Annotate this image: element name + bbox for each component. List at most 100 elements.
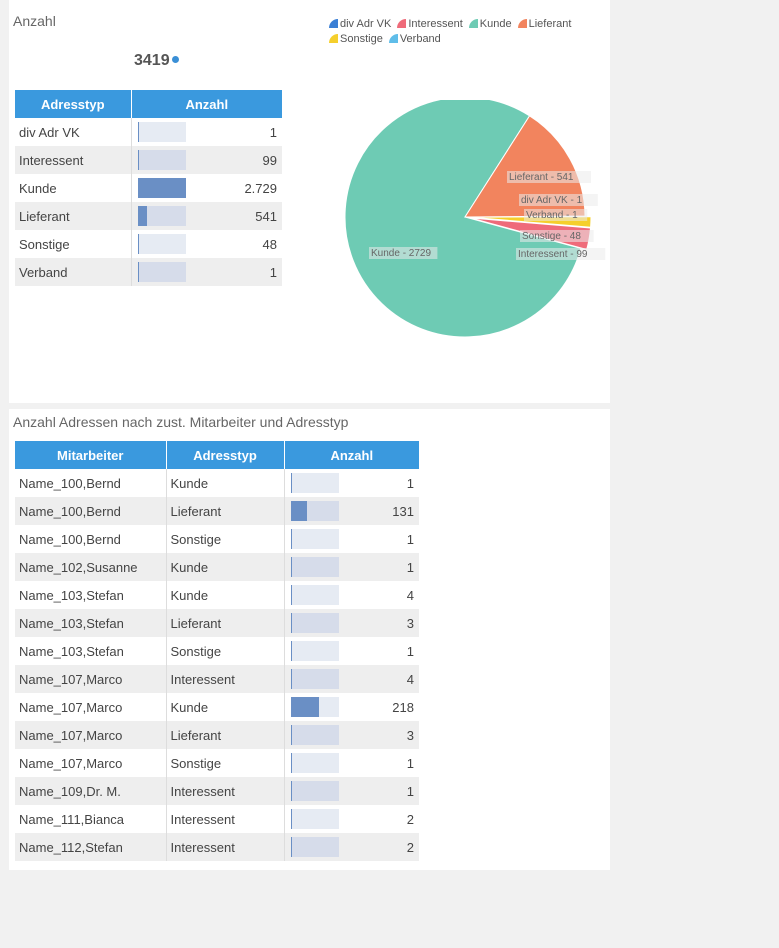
value-bar-track <box>290 585 339 605</box>
anzahl-value: 131 <box>392 503 414 519</box>
legend-swatch-icon <box>329 34 338 43</box>
anzahl-value: 48 <box>262 236 277 252</box>
table-row[interactable]: Name_109,Dr. M. Interessent 1 <box>15 777 419 805</box>
adresstyp-cell: div Adr VK <box>15 118 132 146</box>
anzahl-value: 1 <box>406 531 414 547</box>
column-header-anzahl[interactable]: Anzahl <box>131 90 282 118</box>
adresstyp-table: Adresstyp Anzahl div Adr VK 1 Interessent 9… <box>15 90 282 286</box>
data-label: Interessent - 99 <box>516 248 606 260</box>
mitarbeiter-cell: Name_103,Stefan <box>15 637 167 665</box>
value-bar-track <box>290 837 339 857</box>
adresstyp-cell: Sonstige <box>166 749 285 777</box>
legend-label: Interessent <box>408 18 463 30</box>
anzahl-value: 3 <box>406 727 414 743</box>
value-bar <box>290 501 308 521</box>
table-row[interactable]: Name_107,Marco Kunde 218 <box>15 693 419 721</box>
table-row[interactable]: Name_100,Bernd Kunde 1 <box>15 469 419 497</box>
table-row[interactable]: Name_103,Stefan Lieferant 3 <box>15 609 419 637</box>
table-row[interactable]: Interessent 99 <box>15 146 282 174</box>
data-label-box <box>507 171 591 183</box>
value-bar-track <box>137 262 186 282</box>
anzahl-value: 1 <box>406 783 414 799</box>
legend-swatch-icon <box>329 19 338 28</box>
mitarbeiter-cell: Name_112,Stefan <box>15 833 167 861</box>
anzahl-value: 3 <box>406 615 414 631</box>
adresstyp-cell: Verband <box>15 258 132 286</box>
value-bar <box>290 473 292 493</box>
anzahl-cell: 2 <box>284 805 419 833</box>
value-bar-track <box>290 529 339 549</box>
table-row[interactable]: div Adr VK 1 <box>15 118 282 146</box>
mitarbeiter-cell: Name_100,Bernd <box>15 469 167 497</box>
data-label-text: div Adr VK - 1 <box>521 195 583 206</box>
table-row[interactable]: Name_100,Bernd Lieferant 131 <box>15 497 419 525</box>
anzahl-cell: 48 <box>131 230 282 258</box>
value-bar <box>137 206 147 226</box>
anzahl-cell: 1 <box>284 525 419 553</box>
anzahl-value: 1 <box>269 264 277 280</box>
anzahl-value: 1 <box>269 124 277 140</box>
value-bar <box>137 262 139 282</box>
table-row[interactable]: Name_103,Stefan Kunde 4 <box>15 581 419 609</box>
data-label-box <box>519 194 598 206</box>
data-label-text: Lieferant - 541 <box>509 172 574 183</box>
table-row[interactable]: Name_107,Marco Interessent 4 <box>15 665 419 693</box>
table-scroll-area[interactable]: Mitarbeiter Adresstyp Anzahl Name_100,Be… <box>9 409 610 864</box>
pie-slice-kunde[interactable] <box>344 100 582 338</box>
mitarbeiter-cell: Name_107,Marco <box>15 721 167 749</box>
anzahl-cell: 1 <box>284 553 419 581</box>
legend-item[interactable]: div Adr VK <box>329 17 391 32</box>
column-header-mitarbeiter[interactable]: Mitarbeiter <box>15 441 167 469</box>
legend-label: Lieferant <box>528 18 572 30</box>
mitarbeiter-cell: Name_107,Marco <box>15 749 167 777</box>
legend-item[interactable]: Kunde <box>468 17 512 32</box>
legend-item[interactable]: Verband <box>388 32 441 47</box>
anzahl-value: 1 <box>406 755 414 771</box>
legend-swatch-icon <box>468 19 478 28</box>
value-bar <box>290 585 292 605</box>
table-row[interactable]: Sonstige 48 <box>15 230 282 258</box>
value-bar <box>290 725 292 745</box>
table-row[interactable]: Name_103,Stefan Sonstige 1 <box>15 637 419 665</box>
mitarbeiter-cell: Name_109,Dr. M. <box>15 777 167 805</box>
value-bar-track <box>290 725 339 745</box>
value-bar-track <box>290 697 339 717</box>
data-label-text: Interessent - 99 <box>518 249 588 260</box>
legend-item[interactable]: Lieferant <box>517 17 572 32</box>
table-row[interactable]: Name_111,Bianca Interessent 2 <box>15 805 419 833</box>
legend-label: Kunde <box>479 18 512 30</box>
column-header-adresstyp[interactable]: Adresstyp <box>15 90 132 118</box>
pie-chart: div Adr VK - 1 Interessent - 99 Kunde - 27… <box>344 100 606 338</box>
table-row[interactable]: Name_107,Marco Lieferant 3 <box>15 721 419 749</box>
column-header-adresstyp[interactable]: Adresstyp <box>166 441 285 469</box>
data-label-box <box>524 209 588 221</box>
adresstyp-cell: Lieferant <box>166 609 285 637</box>
data-label: Sonstige - 48 <box>520 230 594 242</box>
legend-swatch-icon <box>517 19 527 28</box>
value-bar <box>137 234 139 254</box>
table-row[interactable]: Lieferant 541 <box>15 202 282 230</box>
data-label-box <box>520 230 594 242</box>
column-header-anzahl[interactable]: Anzahl <box>284 441 419 469</box>
legend-item[interactable]: Sonstige <box>329 32 383 47</box>
total-count: 3419 <box>134 52 179 70</box>
adresstyp-cell: Kunde <box>15 174 132 202</box>
value-bar <box>290 809 292 829</box>
table-row[interactable]: Name_102,Susanne Kunde 1 <box>15 553 419 581</box>
table-row[interactable]: Name_112,Stefan Interessent 2 <box>15 833 419 861</box>
value-bar-track <box>137 122 186 142</box>
legend-item[interactable]: Interessent <box>397 17 463 32</box>
value-bar-track <box>290 613 339 633</box>
table-row[interactable]: Kunde 2.729 <box>15 174 282 202</box>
anzahl-cell: 1 <box>284 777 419 805</box>
pie-slice-lieferant[interactable] <box>464 115 586 218</box>
anzahl-cell: 4 <box>284 581 419 609</box>
anzahl-value: 218 <box>392 699 414 715</box>
value-bar-track <box>290 501 339 521</box>
value-bar <box>290 781 292 801</box>
anzahl-value: 4 <box>406 671 414 687</box>
table-row[interactable]: Verband 1 <box>15 258 282 286</box>
table-row[interactable]: Name_107,Marco Sonstige 1 <box>15 749 419 777</box>
anzahl-cell: 1 <box>131 118 282 146</box>
table-row[interactable]: Name_100,Bernd Sonstige 1 <box>15 525 419 553</box>
